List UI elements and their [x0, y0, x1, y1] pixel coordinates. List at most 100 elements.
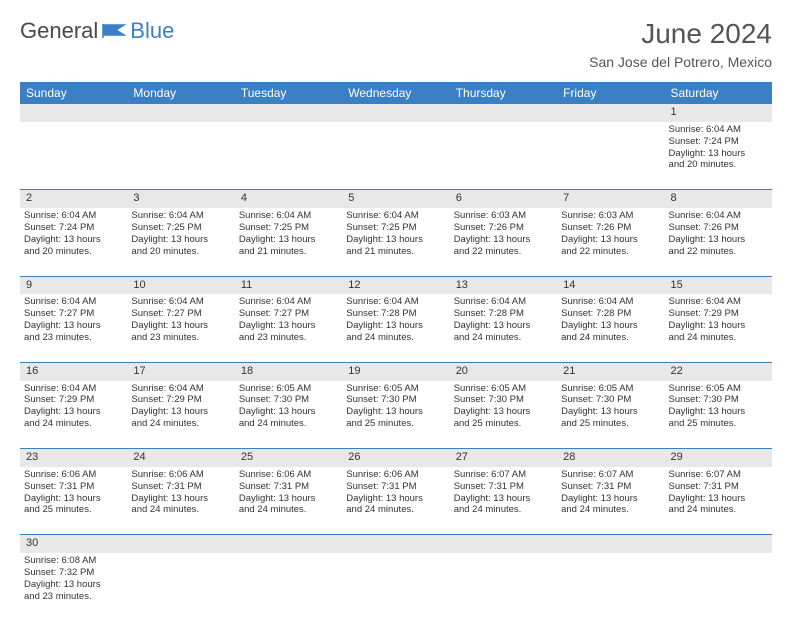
week-row: Sunrise: 6:06 AMSunset: 7:31 PMDaylight:…	[20, 467, 772, 535]
day-cell: Sunrise: 6:04 AMSunset: 7:28 PMDaylight:…	[450, 294, 557, 362]
week-row: Sunrise: 6:04 AMSunset: 7:27 PMDaylight:…	[20, 294, 772, 362]
day-line: Sunset: 7:29 PM	[669, 308, 768, 320]
day-number-cell	[20, 104, 127, 122]
day-line: Sunrise: 6:04 AM	[131, 383, 230, 395]
day-number-cell	[342, 535, 449, 553]
day-cell: Sunrise: 6:05 AMSunset: 7:30 PMDaylight:…	[557, 381, 664, 449]
day-line: and 20 minutes.	[24, 246, 123, 258]
day-line: Sunrise: 6:04 AM	[346, 296, 445, 308]
day-line: and 22 minutes.	[561, 246, 660, 258]
day-line: Sunset: 7:29 PM	[24, 394, 123, 406]
day-number-cell: 5	[342, 190, 449, 208]
brand-name-b: Blue	[130, 18, 174, 44]
day-number-cell: 8	[665, 190, 772, 208]
day-line: Sunrise: 6:05 AM	[561, 383, 660, 395]
day-line: and 25 minutes.	[669, 418, 768, 430]
day-cell: Sunrise: 6:04 AMSunset: 7:25 PMDaylight:…	[127, 208, 234, 276]
day-cell	[342, 553, 449, 621]
day-number-cell	[557, 535, 664, 553]
calendar-table: Sunday Monday Tuesday Wednesday Thursday…	[20, 82, 772, 621]
day-line: Sunset: 7:30 PM	[346, 394, 445, 406]
day-line: Sunset: 7:30 PM	[454, 394, 553, 406]
day-number-cell: 19	[342, 362, 449, 380]
col-friday: Friday	[557, 82, 664, 104]
day-number-cell: 22	[665, 362, 772, 380]
day-line: Daylight: 13 hours	[561, 234, 660, 246]
day-cell: Sunrise: 6:06 AMSunset: 7:31 PMDaylight:…	[235, 467, 342, 535]
day-line: Daylight: 13 hours	[561, 406, 660, 418]
col-sunday: Sunday	[20, 82, 127, 104]
day-cell: Sunrise: 6:03 AMSunset: 7:26 PMDaylight:…	[557, 208, 664, 276]
day-number-cell: 11	[235, 276, 342, 294]
day-cell	[557, 553, 664, 621]
day-line: and 24 minutes.	[346, 504, 445, 516]
day-cell	[450, 122, 557, 190]
day-line: Daylight: 13 hours	[346, 234, 445, 246]
day-line: Sunrise: 6:04 AM	[346, 210, 445, 222]
day-number-cell: 4	[235, 190, 342, 208]
day-line: and 23 minutes.	[239, 332, 338, 344]
day-line: and 24 minutes.	[669, 504, 768, 516]
day-line: Sunset: 7:28 PM	[454, 308, 553, 320]
day-line: and 21 minutes.	[346, 246, 445, 258]
day-line: Sunset: 7:26 PM	[669, 222, 768, 234]
day-line: Daylight: 13 hours	[561, 493, 660, 505]
day-cell: Sunrise: 6:06 AMSunset: 7:31 PMDaylight:…	[20, 467, 127, 535]
day-line: Sunset: 7:26 PM	[454, 222, 553, 234]
day-number-cell: 2	[20, 190, 127, 208]
day-line: Sunset: 7:31 PM	[239, 481, 338, 493]
day-line: Sunset: 7:25 PM	[131, 222, 230, 234]
day-line: and 24 minutes.	[346, 332, 445, 344]
brand-logo: General Blue	[20, 18, 174, 44]
day-line: Sunset: 7:31 PM	[346, 481, 445, 493]
day-line: Daylight: 13 hours	[131, 320, 230, 332]
day-cell: Sunrise: 6:07 AMSunset: 7:31 PMDaylight:…	[557, 467, 664, 535]
day-number-cell: 12	[342, 276, 449, 294]
day-line: Daylight: 13 hours	[346, 493, 445, 505]
day-line: Sunrise: 6:04 AM	[24, 296, 123, 308]
day-cell: Sunrise: 6:05 AMSunset: 7:30 PMDaylight:…	[450, 381, 557, 449]
day-cell: Sunrise: 6:06 AMSunset: 7:31 PMDaylight:…	[342, 467, 449, 535]
day-line: Daylight: 13 hours	[239, 234, 338, 246]
day-number-cell	[665, 535, 772, 553]
day-line: Daylight: 13 hours	[24, 493, 123, 505]
col-tuesday: Tuesday	[235, 82, 342, 104]
day-line: Sunrise: 6:04 AM	[131, 296, 230, 308]
day-line: Sunset: 7:31 PM	[131, 481, 230, 493]
day-cell: Sunrise: 6:07 AMSunset: 7:31 PMDaylight:…	[450, 467, 557, 535]
day-number-cell: 28	[557, 449, 664, 467]
day-number-cell: 18	[235, 362, 342, 380]
day-line: Sunset: 7:27 PM	[24, 308, 123, 320]
day-line: and 24 minutes.	[131, 504, 230, 516]
day-number-cell: 30	[20, 535, 127, 553]
day-line: Sunrise: 6:04 AM	[24, 210, 123, 222]
day-cell: Sunrise: 6:08 AMSunset: 7:32 PMDaylight:…	[20, 553, 127, 621]
day-line: and 23 minutes.	[24, 591, 123, 603]
col-wednesday: Wednesday	[342, 82, 449, 104]
day-line: Sunrise: 6:04 AM	[454, 296, 553, 308]
day-cell	[557, 122, 664, 190]
day-line: Sunrise: 6:04 AM	[561, 296, 660, 308]
day-cell: Sunrise: 6:04 AMSunset: 7:27 PMDaylight:…	[127, 294, 234, 362]
day-number-cell	[127, 104, 234, 122]
day-line: Sunset: 7:30 PM	[561, 394, 660, 406]
daynum-row: 23242526272829	[20, 449, 772, 467]
day-line: Daylight: 13 hours	[669, 320, 768, 332]
day-cell: Sunrise: 6:05 AMSunset: 7:30 PMDaylight:…	[665, 381, 772, 449]
day-number-cell: 21	[557, 362, 664, 380]
day-line: and 25 minutes.	[346, 418, 445, 430]
day-number-cell	[235, 535, 342, 553]
day-line: Sunset: 7:27 PM	[131, 308, 230, 320]
day-cell	[235, 553, 342, 621]
day-line: Daylight: 13 hours	[24, 234, 123, 246]
day-line: Sunrise: 6:05 AM	[239, 383, 338, 395]
day-cell: Sunrise: 6:04 AMSunset: 7:29 PMDaylight:…	[665, 294, 772, 362]
day-line: Sunrise: 6:04 AM	[669, 124, 768, 136]
day-line: Sunrise: 6:06 AM	[346, 469, 445, 481]
day-cell: Sunrise: 6:06 AMSunset: 7:31 PMDaylight:…	[127, 467, 234, 535]
day-number-cell	[235, 104, 342, 122]
day-line: Daylight: 13 hours	[561, 320, 660, 332]
day-number-cell: 6	[450, 190, 557, 208]
day-line: Sunset: 7:26 PM	[561, 222, 660, 234]
day-number-cell	[127, 535, 234, 553]
